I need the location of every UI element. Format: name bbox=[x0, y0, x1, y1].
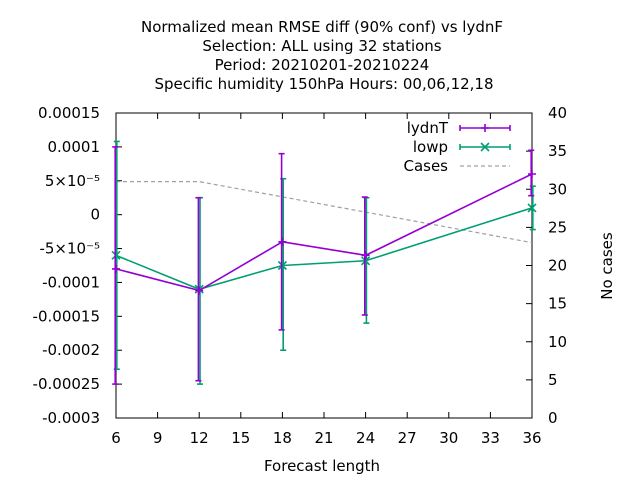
x-tick-label: 24 bbox=[356, 429, 375, 447]
legend-label-lowp: lowp bbox=[413, 138, 448, 156]
point-lowp bbox=[111, 250, 121, 260]
series-cases bbox=[116, 181, 533, 244]
series-lowp bbox=[111, 140, 537, 385]
point-lowp bbox=[527, 203, 537, 213]
y2-tick-label: 0 bbox=[548, 409, 558, 427]
y2-tick-label: 25 bbox=[548, 218, 567, 236]
x-tick-label: 18 bbox=[273, 429, 292, 447]
x-axis-ticks: 6 9 12 15 18 21 24 27 30 33 36 bbox=[111, 113, 542, 447]
x-tick-label: 21 bbox=[314, 429, 333, 447]
x-tick-label: 9 bbox=[153, 429, 163, 447]
y-axis-ticks: 0.00015 0.0001 5×10⁻⁵ 0 -5×10⁻⁵ -0.0001 -0.000… bbox=[33, 104, 122, 427]
point-lydnt bbox=[361, 251, 370, 260]
plot-area-border bbox=[115, 112, 533, 419]
point-lydnt bbox=[195, 286, 204, 295]
point-lydnt bbox=[112, 264, 120, 273]
y2-axis-ticks: 0 5 10 15 20 25 30 35 40 bbox=[526, 104, 567, 427]
y2-axis-label: No cases bbox=[598, 232, 616, 300]
point-lydnt bbox=[528, 170, 536, 178]
point-lowp bbox=[361, 256, 371, 266]
series-layer bbox=[111, 140, 537, 385]
legend-label-cases: Cases bbox=[403, 157, 448, 175]
x-tick-label: 33 bbox=[481, 429, 500, 447]
y2-tick-label: 40 bbox=[548, 104, 567, 122]
x-axis-label: Forecast length bbox=[264, 457, 380, 475]
x-tick-label: 6 bbox=[111, 429, 121, 447]
y2-tick-label: 10 bbox=[548, 333, 567, 351]
title-line-3: Period: 20210201-20210224 bbox=[215, 56, 430, 74]
title-line-2: Selection: ALL using 32 stations bbox=[202, 37, 441, 55]
y-tick-label: -5×10⁻⁵ bbox=[39, 240, 100, 258]
x-tick-label: 30 bbox=[439, 429, 458, 447]
y-tick-label: -0.0003 bbox=[42, 409, 100, 427]
title-line-4: Specific humidity 150hPa Hours: 00,06,12… bbox=[154, 75, 493, 93]
legend-marker-lowp bbox=[480, 142, 490, 152]
x-tick-label: 27 bbox=[398, 429, 417, 447]
y2-tick-label: 35 bbox=[548, 142, 567, 160]
legend-label-lydnt: lydnT bbox=[407, 119, 449, 137]
y-tick-label: -0.0001 bbox=[42, 273, 100, 291]
y-tick-label: 0.00015 bbox=[38, 104, 100, 122]
series-line-cases bbox=[116, 181, 533, 244]
series-lydnt bbox=[112, 146, 536, 385]
y-tick-label: -0.00015 bbox=[33, 307, 100, 325]
y2-tick-label: 20 bbox=[548, 257, 567, 275]
y2-tick-label: 5 bbox=[548, 371, 558, 389]
y-tick-label: 0 bbox=[90, 206, 100, 224]
x-tick-label: 12 bbox=[190, 429, 209, 447]
x-tick-label: 36 bbox=[522, 429, 541, 447]
y-tick-label: -0.00025 bbox=[33, 375, 100, 393]
chart-title: Normalized mean RMSE diff (90% conf) vs … bbox=[141, 18, 503, 93]
y-tick-label: 0.0001 bbox=[48, 138, 101, 156]
title-line-1: Normalized mean RMSE diff (90% conf) vs … bbox=[141, 18, 503, 36]
legend-marker-lydnt bbox=[481, 124, 489, 132]
x-tick-label: 15 bbox=[231, 429, 250, 447]
y-tick-label: -0.0002 bbox=[42, 341, 100, 359]
point-lydnt bbox=[278, 237, 287, 246]
y2-tick-label: 30 bbox=[548, 180, 567, 198]
y2-tick-label: 15 bbox=[548, 295, 567, 313]
series-line-lydnt bbox=[115, 173, 533, 292]
y-tick-label: 5×10⁻⁵ bbox=[45, 172, 100, 190]
